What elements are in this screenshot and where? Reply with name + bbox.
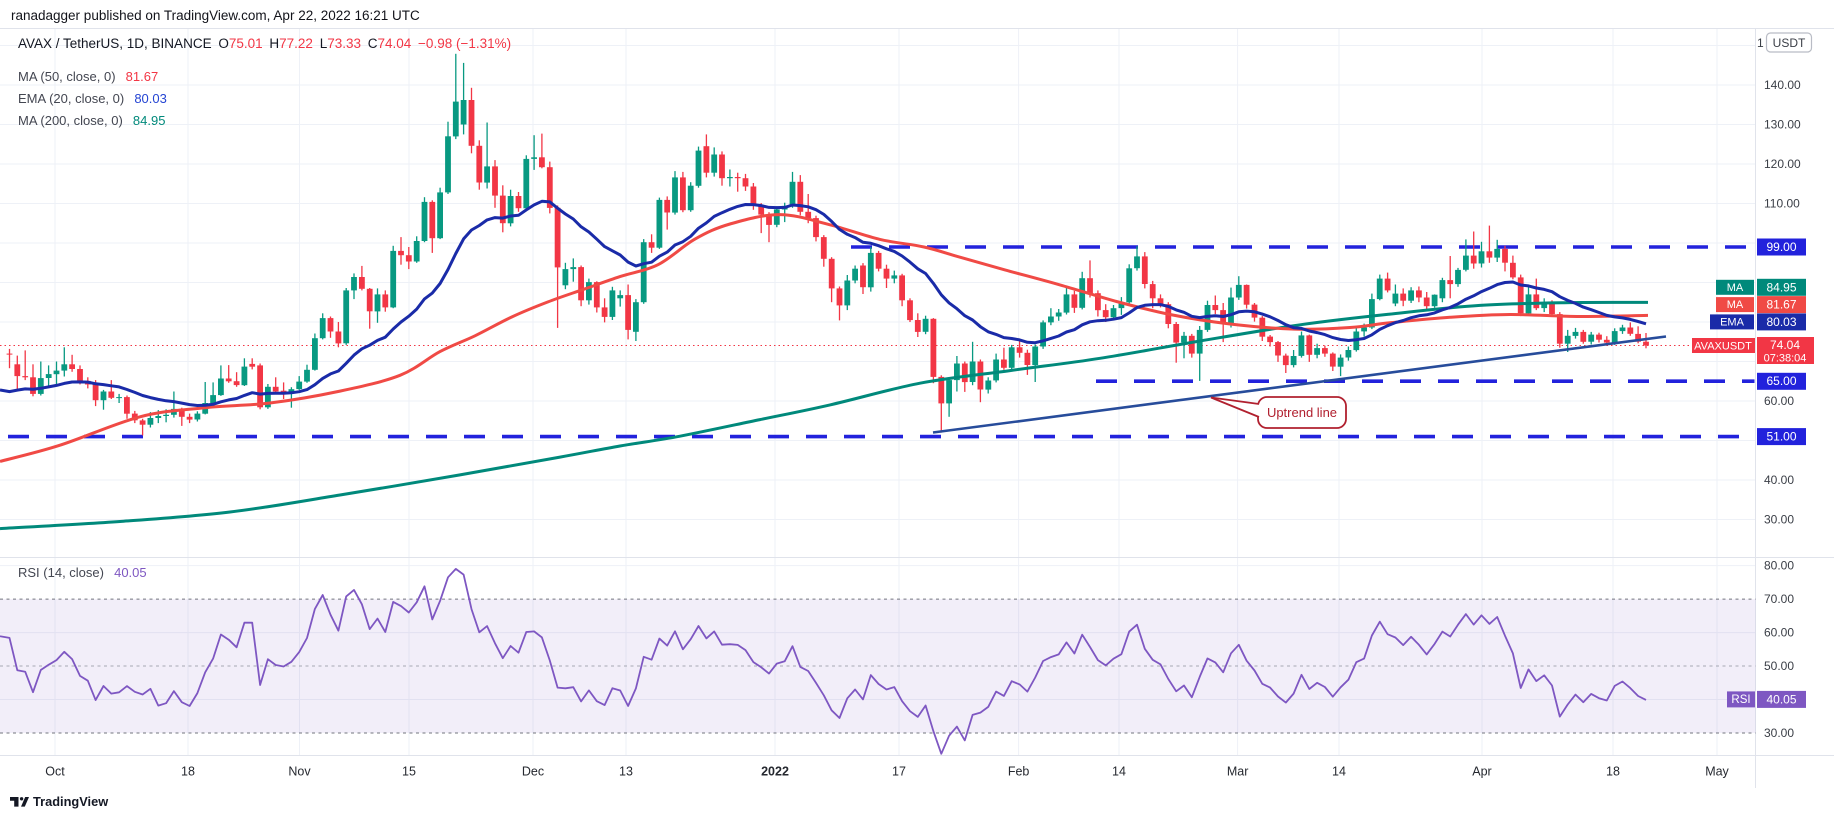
svg-text:84.95: 84.95: [1766, 280, 1796, 294]
svg-text:74.04: 74.04: [1770, 338, 1800, 352]
svg-text:2022: 2022: [761, 765, 789, 779]
svg-text:Mar: Mar: [1227, 765, 1249, 779]
svg-text:120.00: 120.00: [1764, 157, 1801, 171]
svg-text:60.00: 60.00: [1764, 626, 1794, 640]
svg-text:17: 17: [892, 765, 906, 779]
svg-text:99.00: 99.00: [1766, 240, 1796, 254]
svg-text:MA (50, close, 0) 81.67: MA (50, close, 0) 81.67: [18, 69, 158, 84]
svg-text:30.00: 30.00: [1764, 513, 1794, 527]
svg-text:51.00: 51.00: [1766, 430, 1796, 444]
svg-text:AVAX / TetherUS, 1D, BINANCE O: AVAX / TetherUS, 1D, BINANCE O75.01 H77.…: [18, 36, 511, 51]
svg-text:1: 1: [1757, 36, 1764, 50]
svg-text:EMA: EMA: [1720, 316, 1745, 328]
svg-text:Oct: Oct: [45, 765, 65, 779]
svg-text:130.00: 130.00: [1764, 118, 1801, 132]
svg-text:EMA (20, close, 0) 80.03: EMA (20, close, 0) 80.03: [18, 91, 167, 106]
svg-text:80.00: 80.00: [1764, 559, 1794, 573]
svg-text:65.00: 65.00: [1766, 374, 1796, 388]
svg-text:30.00: 30.00: [1764, 726, 1794, 740]
svg-text:110.00: 110.00: [1764, 197, 1800, 211]
svg-text:RSI (14, close) 40.05: RSI (14, close) 40.05: [18, 565, 147, 580]
svg-text:USDT: USDT: [1773, 36, 1806, 50]
svg-text:18: 18: [181, 765, 195, 779]
svg-text:Dec: Dec: [522, 765, 544, 779]
svg-text:MA: MA: [1727, 282, 1744, 294]
svg-text:MA: MA: [1727, 299, 1744, 311]
svg-text:Nov: Nov: [288, 765, 311, 779]
svg-text:40.00: 40.00: [1764, 473, 1794, 487]
svg-text:AVAXUSDT: AVAXUSDT: [1694, 341, 1752, 353]
svg-text:TradingView: TradingView: [33, 794, 108, 809]
svg-text:RSI: RSI: [1731, 694, 1750, 706]
svg-text:80.03: 80.03: [1766, 315, 1796, 329]
svg-text:70.00: 70.00: [1764, 592, 1794, 606]
svg-text:40.05: 40.05: [1766, 692, 1796, 706]
svg-text:13: 13: [619, 765, 633, 779]
svg-text:Feb: Feb: [1008, 765, 1030, 779]
svg-text:May: May: [1705, 765, 1729, 779]
svg-text:MA (200, close, 0) 84.95: MA (200, close, 0) 84.95: [18, 113, 165, 128]
svg-text:18: 18: [1606, 765, 1620, 779]
svg-text:07:38:04: 07:38:04: [1764, 353, 1807, 365]
svg-text:Uptrend line: Uptrend line: [1267, 405, 1337, 420]
svg-text:50.00: 50.00: [1764, 659, 1794, 673]
svg-text:Apr: Apr: [1472, 765, 1491, 779]
svg-text:14: 14: [1332, 765, 1346, 779]
svg-text:15: 15: [402, 765, 416, 779]
svg-text:81.67: 81.67: [1766, 298, 1796, 312]
svg-text:14: 14: [1112, 765, 1126, 779]
svg-text:60.00: 60.00: [1764, 394, 1794, 408]
svg-text:140.00: 140.00: [1764, 78, 1801, 92]
svg-text:ranadagger published on Tradin: ranadagger published on TradingView.com,…: [11, 8, 420, 23]
